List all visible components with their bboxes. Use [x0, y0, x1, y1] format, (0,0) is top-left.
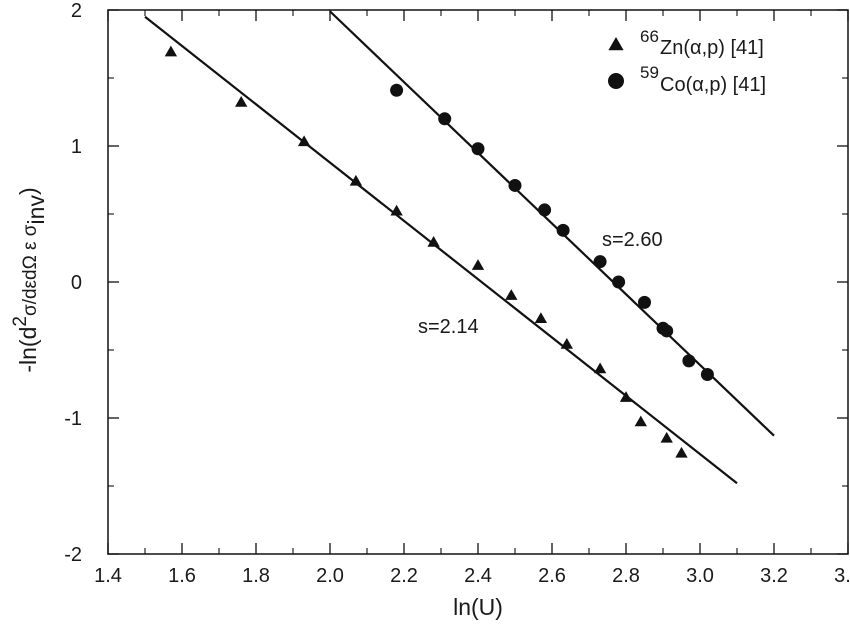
fit-line-1 [329, 10, 775, 437]
data-point-triangle [560, 338, 573, 349]
data-point-triangle [235, 95, 248, 107]
data-point-circle [682, 354, 696, 368]
data-point-triangle [660, 431, 673, 443]
x-axis-ticks: 1.4 1.6 1.8 2.0 2.2 2.4 2.6 2.8 3.0 3.2 3.4 [94, 10, 850, 587]
legend-marker-circle [608, 73, 624, 89]
data-point-circle [556, 223, 570, 237]
x-tick-label: 1.8 [242, 565, 270, 587]
data-point-triangle [349, 174, 363, 186]
data-point-triangle [634, 415, 647, 427]
data-point-circle [638, 295, 651, 309]
x-tick-label: 2.4 [464, 565, 492, 587]
fit-line-0 [144, 15, 738, 485]
x-tick-label: 1.6 [168, 565, 196, 587]
data-point-triangle [427, 236, 440, 247]
y-tick-label: 2 [71, 0, 82, 22]
data-point-circle [438, 112, 452, 126]
x-tick-label: 3.4 [834, 565, 850, 587]
data-point-circle [508, 178, 522, 192]
x-tick-label: 2.2 [390, 565, 418, 587]
data-point-triangle [297, 135, 311, 147]
data-point-circle [538, 203, 552, 217]
x-tick-label: 2.8 [612, 565, 640, 587]
legend-label-1: Co(α,p) [41] [660, 74, 766, 96]
data-point-triangle [619, 391, 633, 402]
x-axis-title: ln(U) [453, 594, 503, 620]
data-point-triangle [505, 289, 518, 300]
data-point-triangle [390, 204, 403, 216]
y-axis-title: -ln(d2σ/dεdΩ ε σinv) [10, 187, 49, 372]
data-point-circle [660, 324, 674, 338]
y-axis-title-sub: inv [23, 195, 49, 225]
fit-annotation-zn: s=2.14 [418, 316, 479, 338]
x-tick-label: 2.6 [538, 565, 566, 587]
y-tick-label: 1 [71, 136, 82, 158]
y-axis-title-post: ) [15, 187, 41, 195]
data-point-circle [471, 142, 485, 156]
y-axis-ticks: 2 1 0 -1 -2 [64, 0, 848, 566]
legend-marker-triangle [608, 37, 624, 51]
data-point-circle [390, 83, 404, 97]
x-tick-label: 2.0 [316, 565, 344, 587]
fit-lines [144, 10, 775, 485]
x-tick-label: 3.2 [760, 565, 788, 587]
legend-label-1-superscript: 59 [640, 63, 659, 82]
data-point-triangle [593, 362, 607, 374]
data-point-triangle [675, 446, 688, 458]
legend: 66 Zn(α,p) [41] 59 Co(α,p) [41] [608, 27, 766, 96]
data-point-circle [612, 275, 626, 289]
y-tick-label: -1 [64, 408, 82, 430]
data-point-triangle [471, 259, 485, 270]
y-axis-title-pre: -ln(d [15, 327, 41, 373]
fit-annotation-co: s=2.60 [602, 229, 663, 251]
y-tick-label: -2 [64, 544, 82, 566]
data-point-circle [700, 367, 714, 381]
x-tick-label: 1.4 [94, 565, 122, 587]
data-point-triangle [534, 312, 548, 323]
data-point-circle [593, 255, 607, 269]
data-points [164, 45, 714, 458]
y-axis-title-mid: σ/dεdΩ ε σ [20, 224, 41, 316]
x-tick-label: 3.0 [686, 565, 714, 587]
y-tick-label: 0 [71, 272, 82, 294]
data-point-triangle [164, 45, 178, 57]
y-axis-title-sup: 2 [10, 316, 31, 327]
legend-label-0: Zn(α,p) [41] [660, 37, 764, 59]
legend-label-0-superscript: 66 [640, 27, 659, 46]
